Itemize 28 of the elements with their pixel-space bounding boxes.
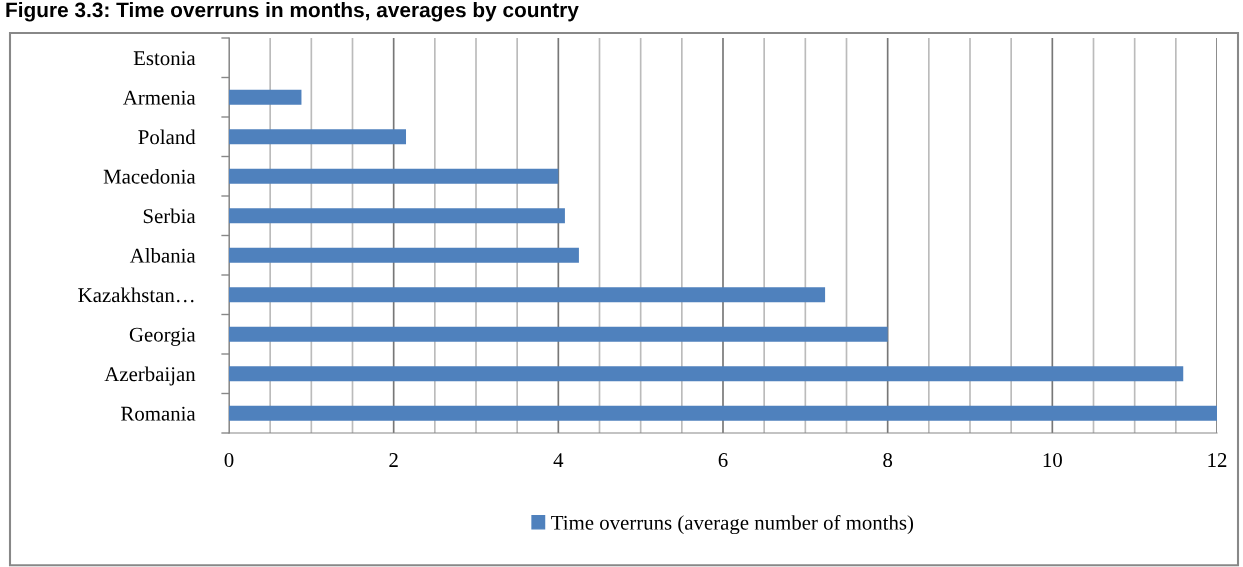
bar: [229, 326, 888, 342]
bar: [229, 247, 579, 263]
bar: [229, 129, 407, 145]
x-tick-label: 6: [718, 453, 728, 468]
x-tick-label: 12: [1208, 453, 1227, 467]
bar: [229, 208, 565, 224]
y-tick-label: Estonia: [133, 51, 196, 66]
y-tick-label: Georgia: [129, 327, 196, 346]
bar: [229, 405, 1217, 421]
y-tick-label: Romania: [121, 406, 196, 421]
y-tick-label: Kazakhstan…: [78, 287, 194, 303]
legend-label: Time overruns (average number of months): [551, 514, 914, 535]
y-tick-label: Azerbaijan: [104, 366, 196, 386]
x-tick-label: 4: [553, 453, 564, 467]
x-tick-label: 0: [224, 453, 234, 468]
bar: [229, 287, 826, 303]
y-tick-label: Serbia: [143, 208, 196, 224]
x-tick-label: 10: [1043, 453, 1062, 468]
y-tick-label: Poland: [138, 129, 196, 145]
bar: [229, 366, 1184, 382]
bar: [229, 89, 302, 105]
bar: [229, 168, 559, 184]
y-tick-label: Macedonia: [103, 169, 196, 184]
y-tick-label: Albania: [129, 248, 196, 263]
chart-title: Figure 3.3: Time overruns in months, averages by country: [6, 2, 579, 22]
y-tick-label: Armenia: [122, 90, 196, 105]
x-tick-label: 2: [389, 453, 398, 467]
x-tick-label: 8: [883, 453, 893, 468]
